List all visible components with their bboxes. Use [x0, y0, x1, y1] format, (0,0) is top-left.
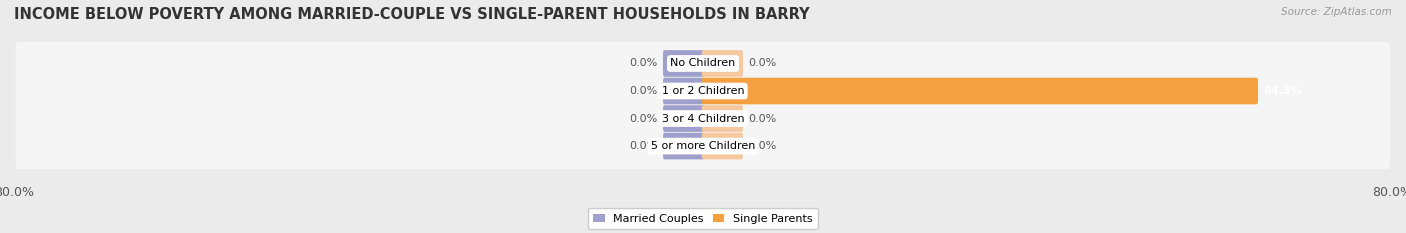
FancyBboxPatch shape	[664, 105, 704, 132]
FancyBboxPatch shape	[664, 50, 704, 77]
Text: 0.0%: 0.0%	[748, 113, 778, 123]
FancyBboxPatch shape	[702, 133, 742, 159]
Text: 0.0%: 0.0%	[628, 86, 658, 96]
FancyBboxPatch shape	[15, 68, 1391, 114]
Text: 0.0%: 0.0%	[628, 58, 658, 69]
Text: 64.3%: 64.3%	[1264, 86, 1302, 96]
Text: No Children: No Children	[671, 58, 735, 69]
Text: 0.0%: 0.0%	[748, 141, 778, 151]
FancyBboxPatch shape	[15, 41, 1391, 86]
FancyBboxPatch shape	[702, 78, 1258, 104]
FancyBboxPatch shape	[15, 123, 1391, 169]
Text: 5 or more Children: 5 or more Children	[651, 141, 755, 151]
Text: 3 or 4 Children: 3 or 4 Children	[662, 113, 744, 123]
Text: Source: ZipAtlas.com: Source: ZipAtlas.com	[1281, 7, 1392, 17]
Text: 0.0%: 0.0%	[628, 141, 658, 151]
FancyBboxPatch shape	[664, 78, 704, 104]
Text: INCOME BELOW POVERTY AMONG MARRIED-COUPLE VS SINGLE-PARENT HOUSEHOLDS IN BARRY: INCOME BELOW POVERTY AMONG MARRIED-COUPL…	[14, 7, 810, 22]
Legend: Married Couples, Single Parents: Married Couples, Single Parents	[588, 208, 818, 229]
Text: 0.0%: 0.0%	[628, 113, 658, 123]
Text: 1 or 2 Children: 1 or 2 Children	[662, 86, 744, 96]
FancyBboxPatch shape	[664, 133, 704, 159]
FancyBboxPatch shape	[702, 50, 742, 77]
FancyBboxPatch shape	[15, 96, 1391, 141]
FancyBboxPatch shape	[702, 105, 742, 132]
Text: 0.0%: 0.0%	[748, 58, 778, 69]
